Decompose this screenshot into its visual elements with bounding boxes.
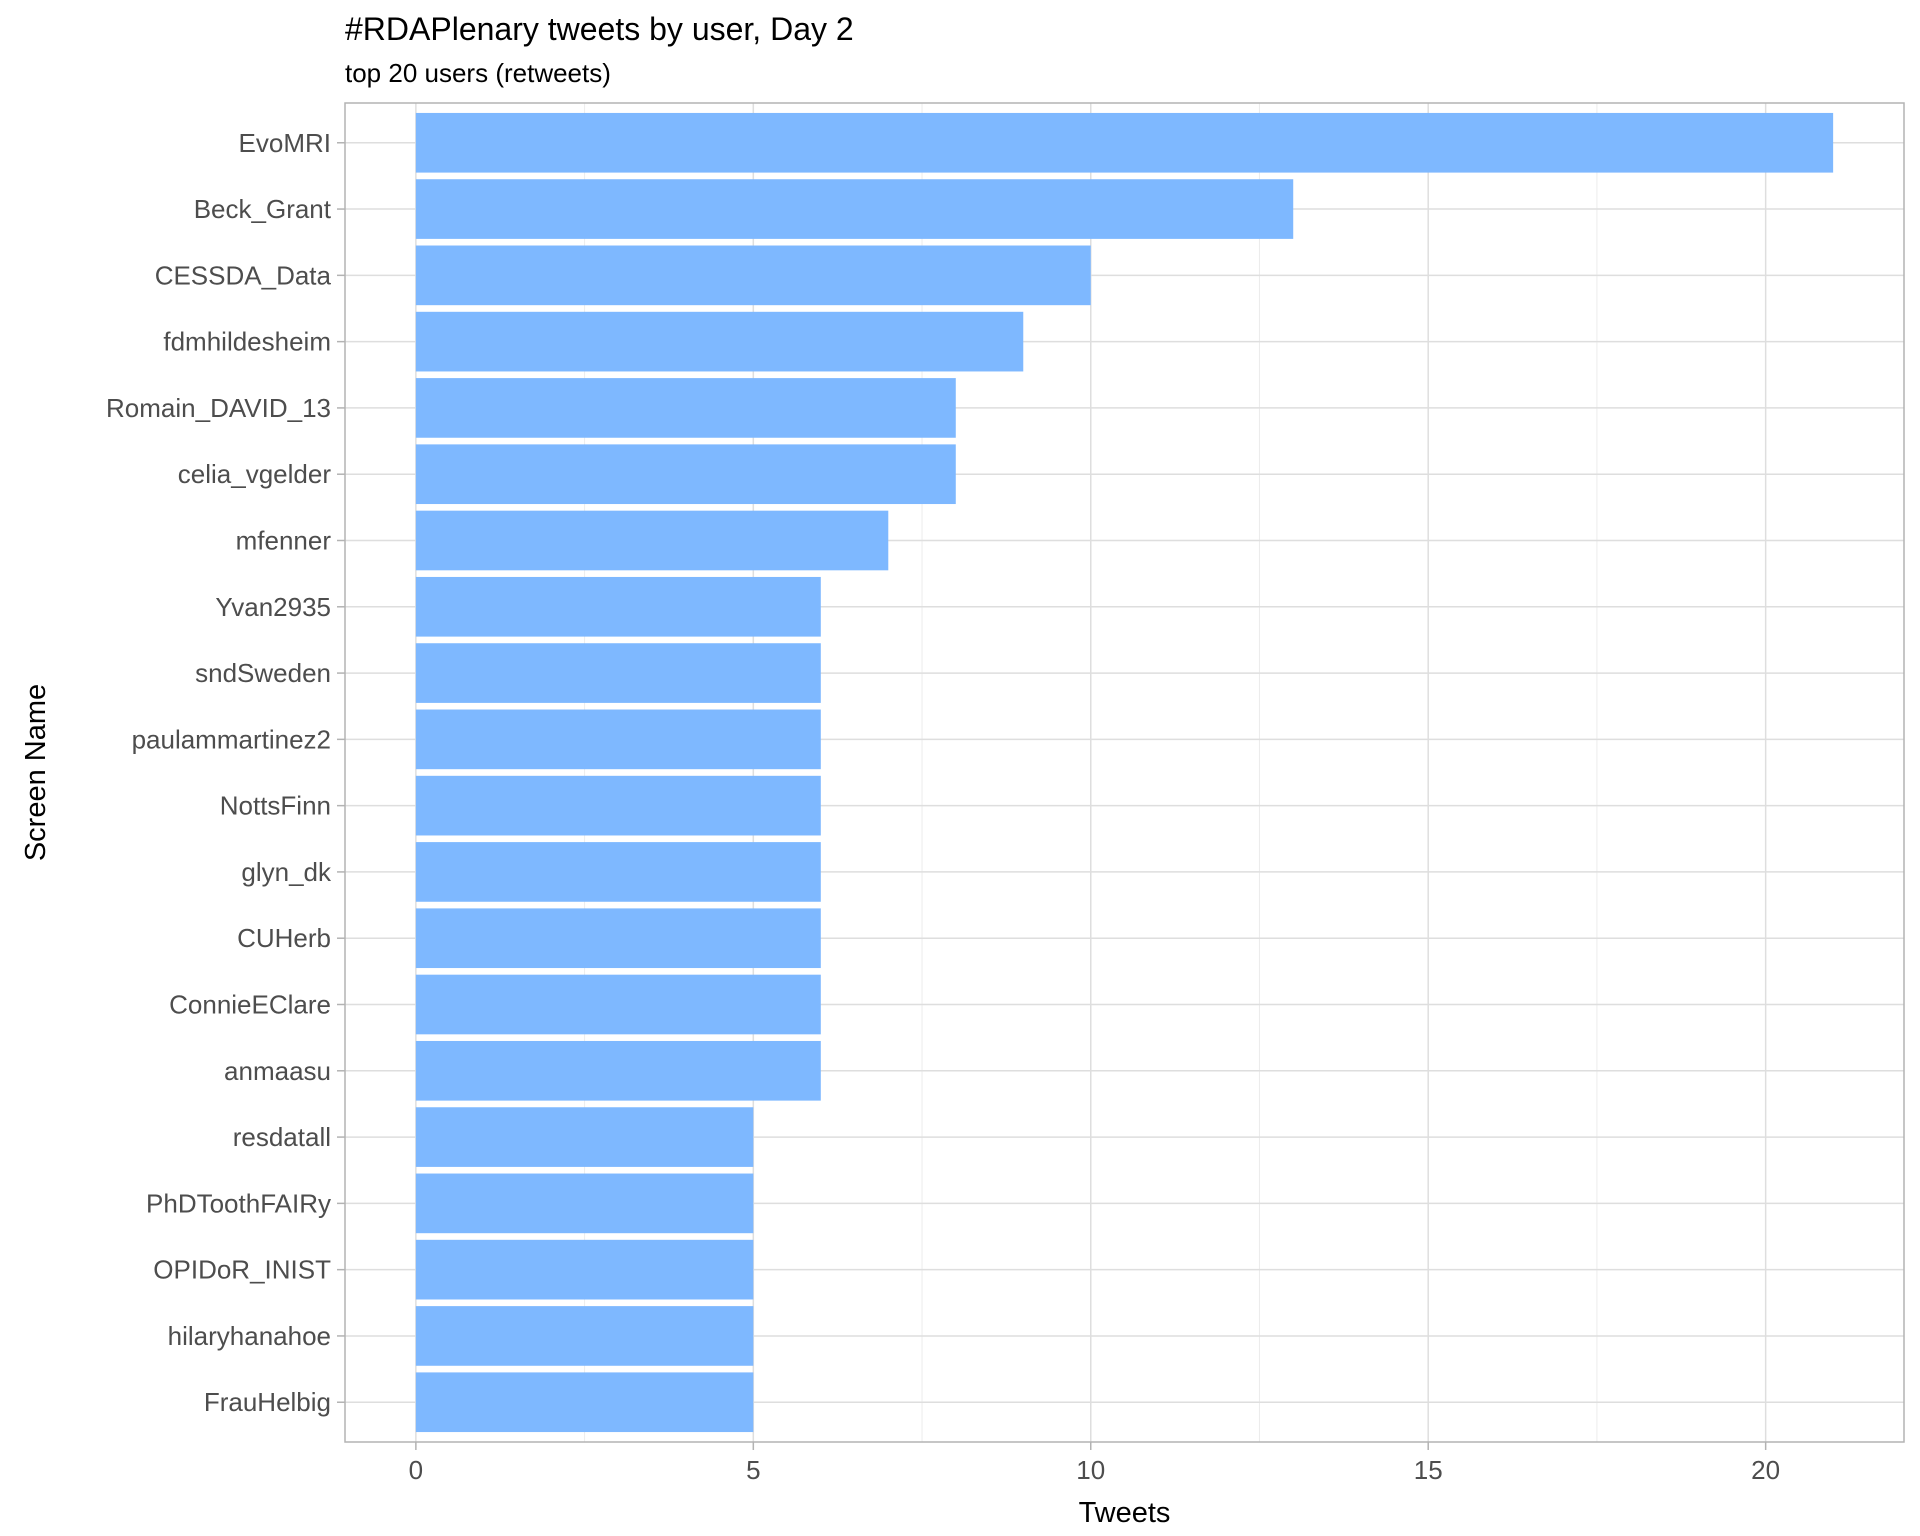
y-axis-title: Screen Name <box>20 684 52 861</box>
y-tick-label: Romain_DAVID_13 <box>106 393 331 423</box>
bar-Beck_Grant <box>415 179 1294 239</box>
y-tick-label: hilaryhanahoe <box>168 1321 331 1351</box>
bar-fdmhildesheim <box>415 311 1024 372</box>
bar-EvoMRI <box>415 112 1834 173</box>
y-tick-label: sndSweden <box>195 658 331 688</box>
y-tick-label: OPIDoR_INIST <box>153 1255 331 1285</box>
y-tick-label: celia_vgelder <box>178 459 332 489</box>
plot-panel-border <box>344 102 1905 1443</box>
y-tick-label: mfenner <box>236 525 332 555</box>
bar-Yvan2935 <box>415 576 821 637</box>
bar-CUHerb <box>415 908 821 969</box>
y-tick-label: CESSDA_Data <box>155 260 332 290</box>
y-tick-label: fdmhildesheim <box>163 327 331 357</box>
y-tick-label: anmaasu <box>224 1056 331 1086</box>
chart-title: #RDAPlenary tweets by user, Day 2 <box>345 11 854 47</box>
y-tick-label: FrauHelbig <box>204 1387 331 1417</box>
y-tick-label: Yvan2935 <box>215 592 331 622</box>
y-tick-label: CUHerb <box>237 923 331 953</box>
bar-CESSDA_Data <box>415 245 1091 306</box>
x-axis-title: Tweets <box>1079 1497 1171 1529</box>
bar-OPIDoR_INIST <box>415 1239 754 1300</box>
y-tick-label: NottsFinn <box>220 791 331 821</box>
x-tick-label: 0 <box>409 1455 423 1485</box>
x-axis-ticks: 0 5 10 15 20 <box>409 1442 1780 1485</box>
y-tick-label: PhDToothFAIRy <box>146 1188 331 1218</box>
bar-anmaasu <box>415 1040 821 1101</box>
x-tick-label: 20 <box>1751 1455 1780 1485</box>
y-tick-label: ConnieEClare <box>169 990 331 1020</box>
bar-NottsFinn <box>415 775 821 836</box>
y-tick-label: Beck_Grant <box>194 194 332 224</box>
bar-PhDToothFAIRy <box>415 1173 754 1234</box>
x-tick-label: 15 <box>1414 1455 1443 1485</box>
y-tick-label: paulammartinez2 <box>132 724 331 754</box>
y-tick-label: glyn_dk <box>241 857 332 887</box>
x-tick-label: 5 <box>746 1455 760 1485</box>
chart-subtitle: top 20 users (retweets) <box>345 58 611 88</box>
bars <box>415 112 1834 1433</box>
bar-glyn_dk <box>415 842 821 902</box>
y-tick-label: EvoMRI <box>239 128 331 158</box>
bar-celia_vgelder <box>415 444 956 505</box>
bar-hilaryhanahoe <box>415 1306 754 1366</box>
y-tick-label: resdatall <box>233 1122 331 1152</box>
x-tick-label: 10 <box>1076 1455 1105 1485</box>
bar-sndSweden <box>415 643 821 703</box>
bar-paulammartinez2 <box>415 709 821 770</box>
y-axis-ticks: EvoMRI Beck_Grant CESSDA_Data fdmhildesheim… <box>106 128 345 1417</box>
bar-ConnieEClare <box>415 974 821 1035</box>
bar-resdatall <box>415 1107 754 1167</box>
bar-FrauHelbig <box>415 1372 754 1433</box>
bar-Romain_DAVID_13 <box>415 378 956 438</box>
bar-mfenner <box>415 510 889 571</box>
